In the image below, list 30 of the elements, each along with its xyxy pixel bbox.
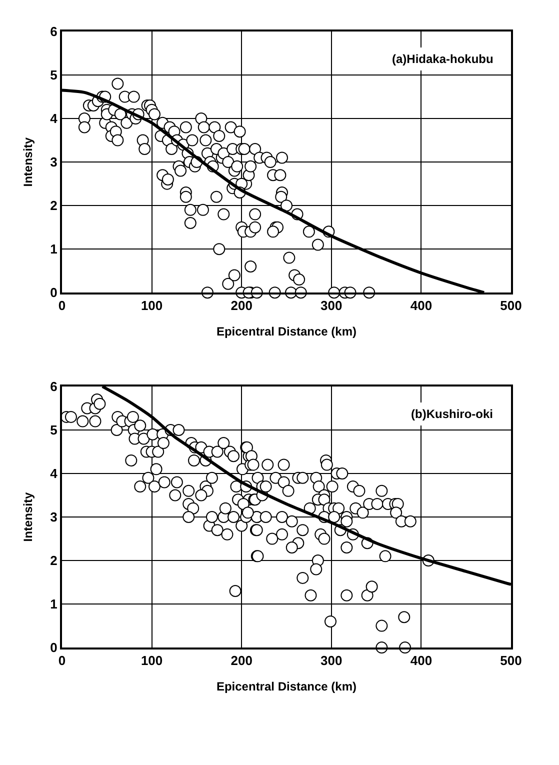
x-tick-label: 300 <box>320 298 342 314</box>
text: (b)Kushiro-oki <box>411 407 493 421</box>
y-axis-title: Intensity <box>20 492 35 542</box>
y-tick-label: 5 <box>50 68 58 83</box>
y-tick-label: 4 <box>50 466 58 482</box>
y-tick-label: 0 <box>50 285 58 300</box>
x-tick-label: 500 <box>500 653 522 668</box>
x-tick-label: 100 <box>140 653 163 668</box>
x-tick-label: 300 <box>320 653 342 668</box>
x-tick-label: 200 <box>230 653 252 668</box>
x-tick-label: 400 <box>410 298 432 314</box>
x-tick-label: 200 <box>230 298 252 314</box>
y-tick-label: 6 <box>50 24 58 40</box>
y-tick-label: 3 <box>50 510 58 525</box>
x-axis-title: Epicentral Distance (km) <box>216 324 357 339</box>
x-tick-label: 400 <box>410 653 432 668</box>
y-tick-label: 0 <box>50 640 58 656</box>
x-tick-label: 500 <box>500 298 522 314</box>
y-tick-label: 1 <box>50 596 58 612</box>
text: (a)Hidaka-hokubu <box>392 52 494 66</box>
y-tick-label: 6 <box>50 379 58 394</box>
y-tick-label: 2 <box>50 198 58 214</box>
y-tick-label: 5 <box>50 422 58 438</box>
y-tick-label: 2 <box>50 553 58 568</box>
y-tick-label: 3 <box>50 154 58 170</box>
x-tick-label: 100 <box>140 298 163 314</box>
x-axis-title: Epicentral Distance (km) <box>216 680 357 694</box>
y-tick-label: 1 <box>50 242 58 257</box>
y-tick-label: 4 <box>50 111 58 126</box>
y-axis-title: Intensity <box>20 137 35 187</box>
